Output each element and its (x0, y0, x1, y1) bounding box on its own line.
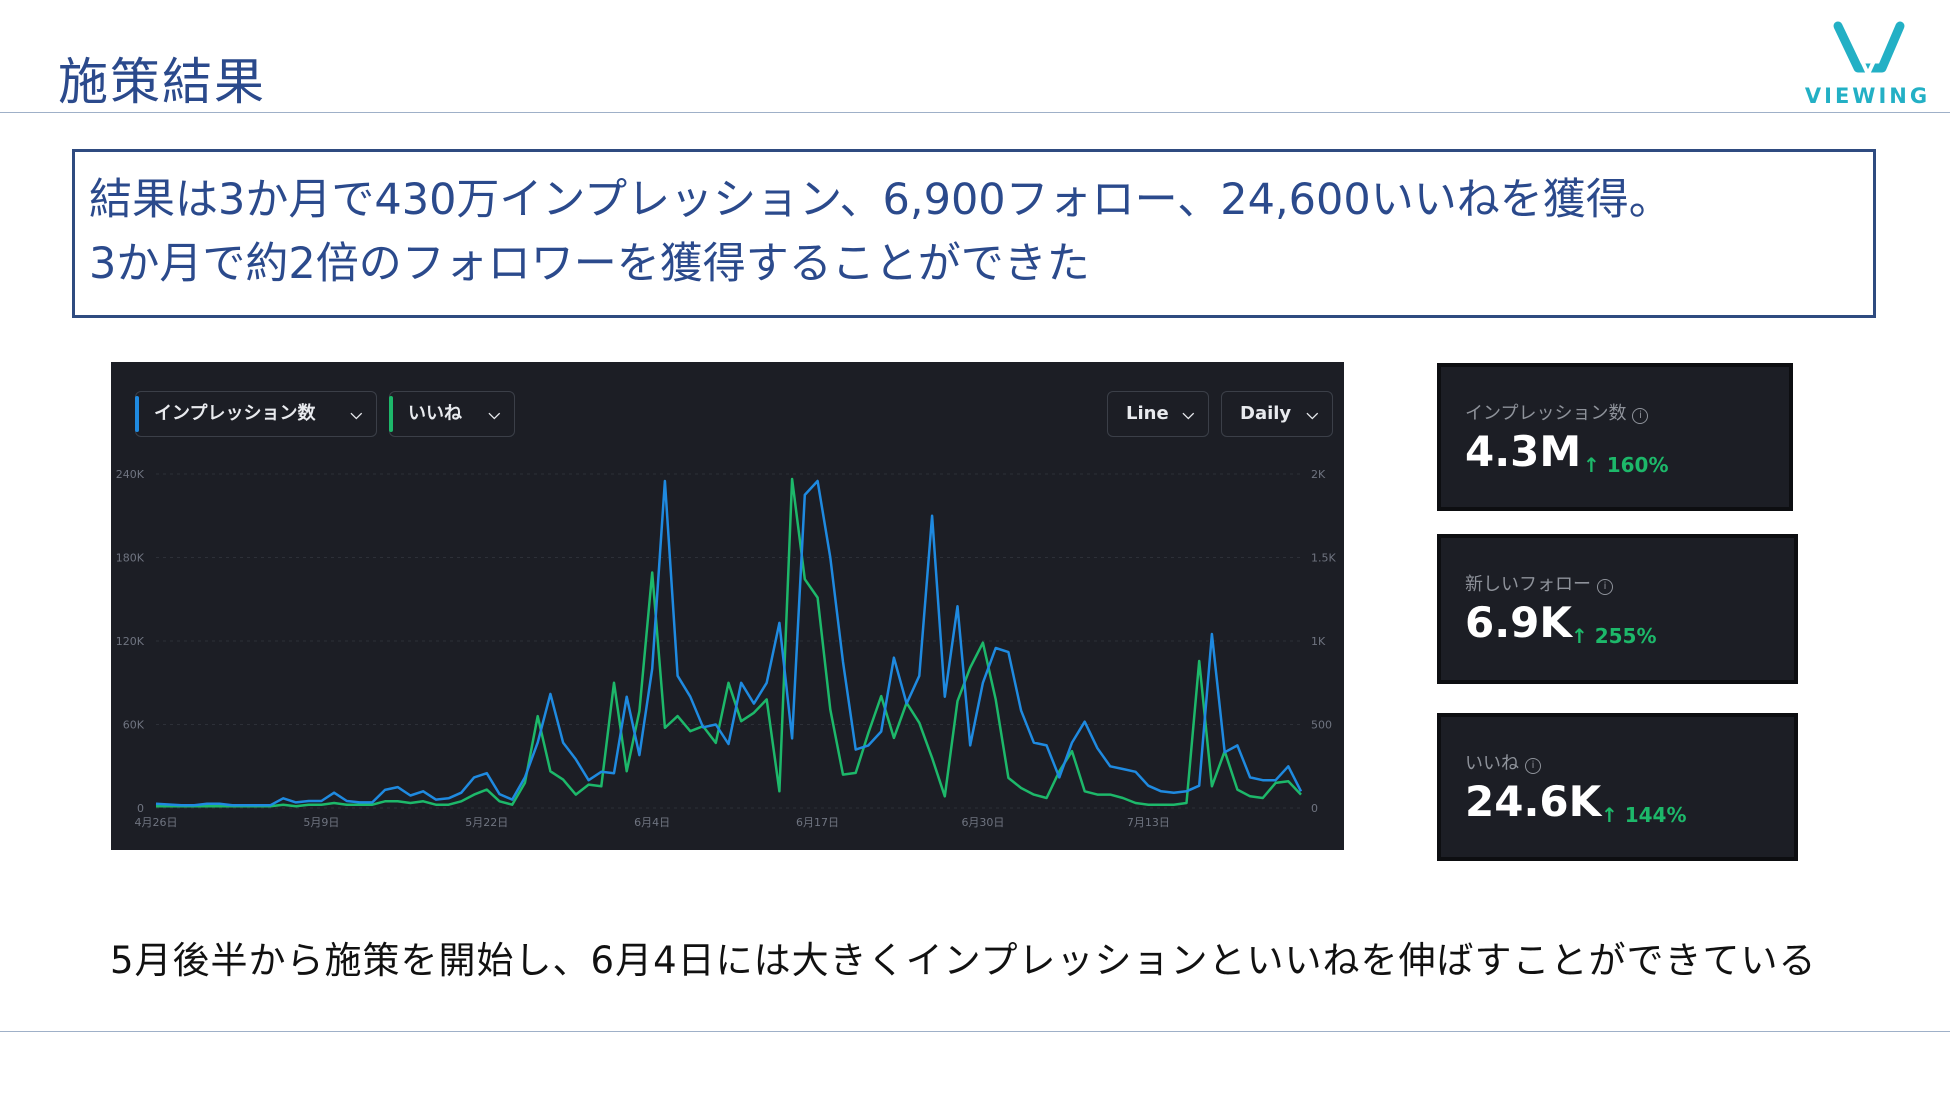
viewing-logo: VIEWING (1800, 18, 1935, 110)
stat-label: インプレッション数 i (1465, 399, 1649, 425)
chevron-down-icon: ⌵ (488, 405, 500, 423)
chart-type-dropdown[interactable]: Line ⌵ (1107, 391, 1209, 437)
chevron-down-icon: ⌵ (1182, 405, 1194, 423)
y-left-tick-label: 180K (116, 552, 145, 565)
stat-card-impressions: インプレッション数 i 4.3M ↑ 160% (1437, 363, 1793, 511)
x-tick-label: 7月13日 (1127, 816, 1170, 829)
summary-box: 結果は3か月で430万インプレッション、6,900フォロー、24,600いいねを… (72, 149, 1876, 318)
stat-label-text: 新しいフォロー (1465, 574, 1591, 595)
likes-series-line (156, 477, 1302, 808)
analytics-chart-panel: インプレッション数 ⌵ いいね ⌵ Line ⌵ Daily ⌵ 0 0 60K 50… (111, 362, 1344, 850)
x-tick-label: 6月4日 (634, 816, 670, 829)
stat-value: 4.3M (1465, 427, 1582, 476)
y-left-tick-label: 0 (137, 802, 144, 815)
y-right-tick-label: 1.5K (1311, 552, 1336, 565)
stat-label: 新しいフォロー i (1465, 570, 1613, 596)
info-icon: i (1632, 408, 1649, 424)
y-left-tick-label: 240K (116, 468, 145, 481)
chevron-down-icon: ⌵ (350, 405, 362, 423)
y-right-tick-label: 1K (1311, 635, 1326, 648)
footer-divider (0, 1031, 1950, 1032)
y-right-tick-label: 0 (1311, 802, 1318, 815)
y-right-tick-label: 2K (1311, 468, 1326, 481)
summary-line-1: 結果は3か月で430万インプレッション、6,900フォロー、24,600いいねを… (89, 175, 1672, 225)
stat-change: ↑ 255% (1571, 624, 1657, 648)
chart-type-label: Line (1126, 403, 1169, 424)
metric2-dropdown[interactable]: いいね ⌵ (389, 391, 515, 437)
metric2-color-accent (389, 396, 393, 432)
summary-line-2: 3か月で約2倍のフォロワーを獲得することができた (89, 239, 1090, 289)
stat-label-text: いいね (1465, 753, 1519, 774)
chevron-down-icon: ⌵ (1306, 405, 1318, 423)
logo-text: VIEWING (1804, 84, 1931, 108)
stat-card-follows: 新しいフォロー i 6.9K ↑ 255% (1437, 534, 1798, 684)
info-icon: i (1597, 579, 1613, 595)
metric1-color-accent (135, 396, 139, 432)
viewing-logo-mark-icon (1833, 21, 1905, 79)
x-tick-label: 5月22日 (465, 816, 508, 829)
header-divider (0, 112, 1950, 113)
y-left-tick-label: 60K (123, 719, 145, 732)
line-chart: 0 0 60K 500 120K 1K 180K 1.5K 240K 2K 4月26日 5月9日 5月2… (116, 468, 1337, 829)
interval-label: Daily (1240, 403, 1292, 424)
y-right-tick-label: 500 (1311, 719, 1332, 732)
info-icon: i (1525, 758, 1541, 774)
slide-caption: 5月後半から施策を開始し、6月4日には大きくインプレッションといいねを伸ばすこと… (110, 939, 1817, 982)
stat-label-text: インプレッション数 (1465, 403, 1627, 424)
stat-value: 6.9K (1465, 598, 1572, 647)
metric1-label: インプレッション数 (154, 403, 316, 424)
stat-card-likes: いいね i 24.6K ↑ 144% (1437, 713, 1798, 861)
slide-title: 施策結果 (58, 53, 266, 111)
stat-label: いいね i (1465, 749, 1541, 775)
y-left-tick-label: 120K (116, 635, 145, 648)
interval-dropdown[interactable]: Daily ⌵ (1221, 391, 1333, 437)
x-tick-label: 6月30日 (961, 816, 1004, 829)
x-tick-label: 6月17日 (796, 816, 839, 829)
impressions-series-line (155, 479, 1303, 807)
stat-value: 24.6K (1465, 777, 1602, 826)
metric1-dropdown[interactable]: インプレッション数 ⌵ (135, 391, 377, 437)
stat-change: ↑ 144% (1601, 803, 1687, 827)
x-tick-label: 4月26日 (135, 816, 178, 829)
metric2-label: いいね (408, 403, 462, 424)
x-tick-label: 5月9日 (303, 816, 339, 829)
stat-change: ↑ 160% (1583, 453, 1669, 477)
